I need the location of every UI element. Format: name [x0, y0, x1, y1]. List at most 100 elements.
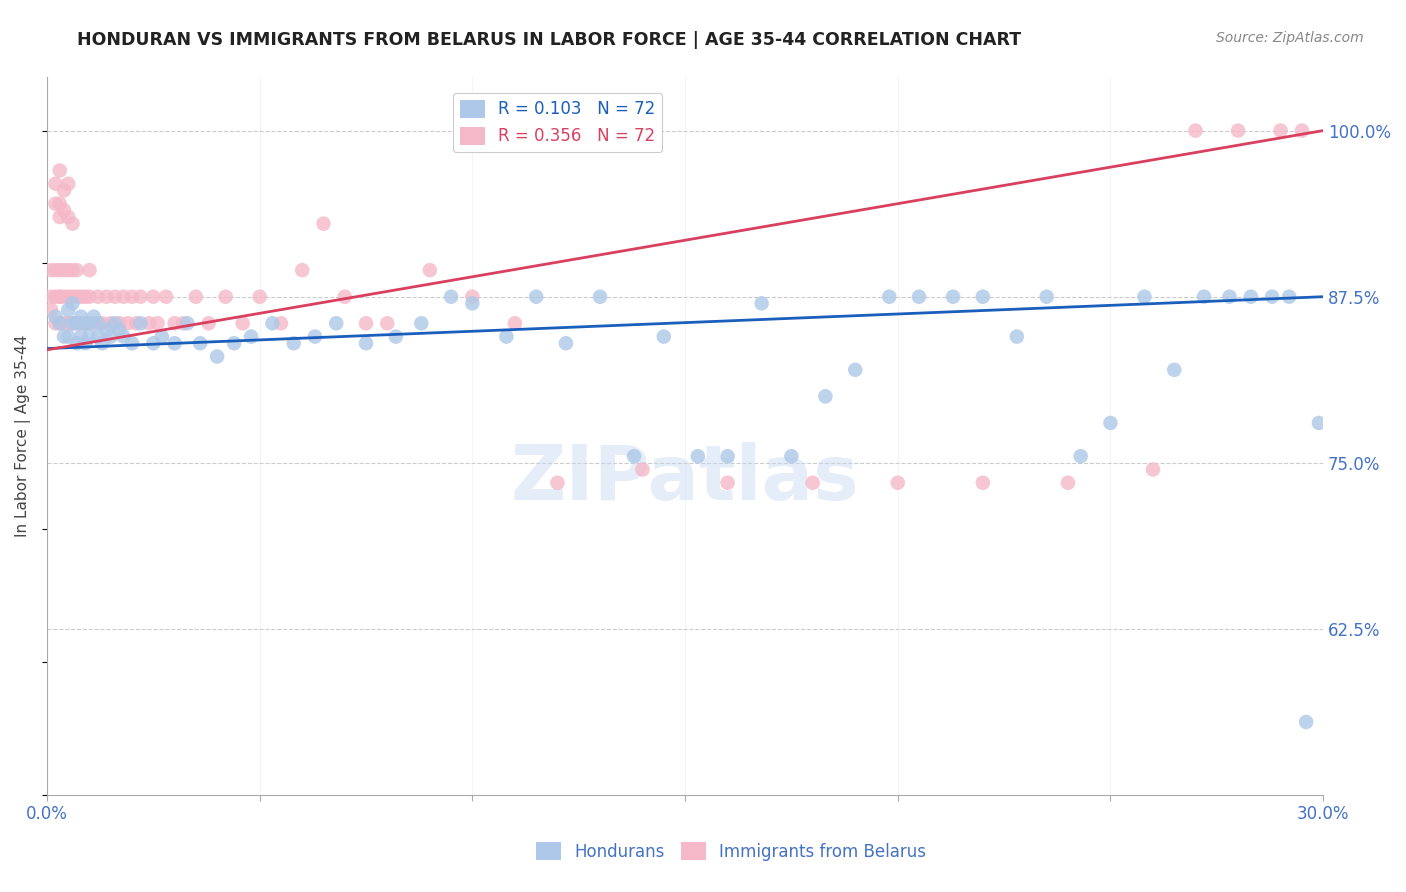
- Point: [887, 475, 910, 490]
- Point: [1142, 462, 1164, 476]
- Text: Source: ZipAtlas.com: Source: ZipAtlas.com: [1216, 31, 1364, 45]
- Point: [150, 329, 173, 343]
- Point: [1240, 290, 1263, 304]
- Point: [104, 290, 127, 304]
- Point: [1163, 363, 1185, 377]
- Point: [304, 329, 326, 343]
- Point: [1308, 416, 1330, 430]
- Point: [908, 290, 931, 304]
- Point: [53, 263, 76, 277]
- Point: [197, 316, 219, 330]
- Point: [48, 210, 70, 224]
- Point: [70, 290, 93, 304]
- Point: [53, 203, 76, 218]
- Legend: R = 0.103   N = 72, R = 0.356   N = 72: R = 0.103 N = 72, R = 0.356 N = 72: [453, 93, 662, 152]
- Point: [503, 316, 526, 330]
- Point: [652, 329, 675, 343]
- Point: [53, 329, 76, 343]
- Point: [104, 316, 127, 330]
- Point: [291, 263, 314, 277]
- Point: [224, 336, 246, 351]
- Point: [188, 336, 211, 351]
- Point: [87, 329, 110, 343]
- Point: [1057, 475, 1080, 490]
- Point: [48, 163, 70, 178]
- Point: [240, 329, 263, 343]
- Point: [631, 462, 654, 476]
- Point: [62, 316, 84, 330]
- Point: [942, 290, 965, 304]
- Point: [66, 290, 89, 304]
- Point: [1219, 290, 1241, 304]
- Point: [100, 316, 122, 330]
- Point: [844, 363, 866, 377]
- Point: [172, 316, 194, 330]
- Point: [555, 336, 578, 351]
- Point: [214, 290, 236, 304]
- Point: [58, 290, 80, 304]
- Point: [814, 389, 837, 403]
- Point: [79, 263, 101, 277]
- Point: [125, 316, 148, 330]
- Point: [1005, 329, 1028, 343]
- Point: [461, 296, 484, 310]
- Point: [44, 177, 66, 191]
- Point: [972, 290, 994, 304]
- Point: [333, 290, 356, 304]
- Point: [44, 290, 66, 304]
- Point: [121, 290, 143, 304]
- Point: [39, 290, 62, 304]
- Point: [70, 310, 93, 324]
- Point: [44, 263, 66, 277]
- Point: [232, 316, 254, 330]
- Point: [100, 329, 122, 343]
- Point: [1099, 416, 1122, 430]
- Point: [66, 336, 89, 351]
- Point: [972, 475, 994, 490]
- Point: [39, 303, 62, 318]
- Point: [686, 449, 709, 463]
- Point: [108, 323, 131, 337]
- Text: HONDURAN VS IMMIGRANTS FROM BELARUS IN LABOR FORCE | AGE 35-44 CORRELATION CHART: HONDURAN VS IMMIGRANTS FROM BELARUS IN L…: [77, 31, 1021, 49]
- Point: [495, 329, 517, 343]
- Point: [62, 263, 84, 277]
- Point: [91, 336, 114, 351]
- Point: [79, 329, 101, 343]
- Point: [112, 290, 135, 304]
- Point: [205, 350, 228, 364]
- Point: [283, 336, 305, 351]
- Point: [66, 316, 89, 330]
- Point: [79, 316, 101, 330]
- Point: [751, 296, 773, 310]
- Point: [62, 217, 84, 231]
- Point: [1227, 123, 1250, 137]
- Point: [1192, 290, 1215, 304]
- Point: [142, 290, 165, 304]
- Text: ZIPatlas: ZIPatlas: [510, 442, 859, 516]
- Point: [112, 329, 135, 343]
- Point: [354, 336, 377, 351]
- Point: [75, 316, 97, 330]
- Point: [44, 196, 66, 211]
- Point: [117, 316, 139, 330]
- Point: [48, 263, 70, 277]
- Point: [163, 316, 186, 330]
- Point: [249, 290, 271, 304]
- Point: [546, 475, 568, 490]
- Point: [716, 449, 738, 463]
- Point: [877, 290, 900, 304]
- Point: [83, 316, 105, 330]
- Point: [75, 290, 97, 304]
- Point: [62, 296, 84, 310]
- Point: [1278, 290, 1301, 304]
- Point: [129, 316, 152, 330]
- Point: [146, 316, 169, 330]
- Point: [142, 336, 165, 351]
- Point: [53, 316, 76, 330]
- Point: [66, 316, 89, 330]
- Point: [411, 316, 433, 330]
- Point: [1184, 123, 1206, 137]
- Point: [62, 316, 84, 330]
- Point: [62, 290, 84, 304]
- Point: [79, 290, 101, 304]
